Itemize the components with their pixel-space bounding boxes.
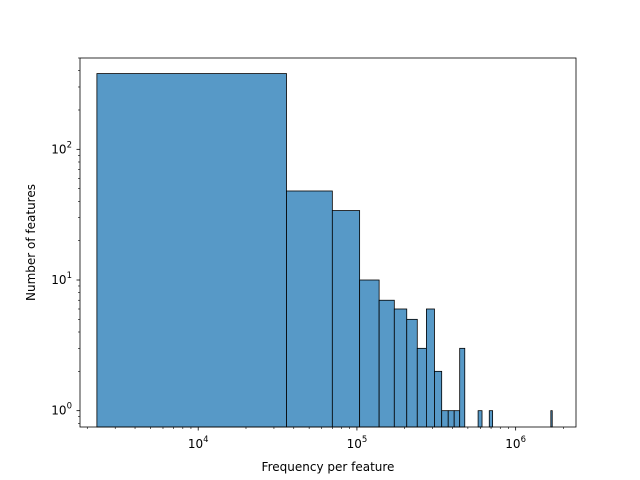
histogram-bar-5 bbox=[378, 299, 395, 428]
histogram-bar-17 bbox=[550, 410, 553, 428]
histogram-bar-6 bbox=[393, 308, 408, 428]
x-tick-label: 105 bbox=[347, 435, 368, 451]
histogram-bar-16 bbox=[488, 410, 494, 428]
histogram-bar-8 bbox=[416, 347, 427, 428]
histogram-bar-14 bbox=[459, 347, 466, 428]
x-axis-label: Frequency per feature bbox=[262, 460, 395, 474]
y-tick-label: 100 bbox=[51, 402, 72, 418]
y-tick-label: 102 bbox=[51, 140, 72, 156]
y-axis-ticks: 100 101 102 bbox=[51, 57, 80, 424]
histogram-bar-7 bbox=[406, 318, 418, 428]
x-axis-ticks: 104 105 106 bbox=[86, 427, 564, 451]
histogram-bar-4 bbox=[359, 279, 380, 428]
histogram-bar-1 bbox=[96, 73, 287, 428]
histogram-bar-13 bbox=[453, 410, 461, 428]
histogram-bar-3 bbox=[331, 210, 361, 428]
histogram-bar-11 bbox=[441, 410, 449, 428]
x-tick-label: 104 bbox=[188, 435, 209, 451]
histogram-bar-10 bbox=[434, 370, 443, 428]
x-tick-label: 106 bbox=[505, 435, 526, 451]
histogram-bar-9 bbox=[426, 308, 435, 428]
bars-group bbox=[96, 73, 553, 428]
histogram-bar-12 bbox=[447, 410, 455, 428]
histogram-bar-15 bbox=[477, 410, 483, 428]
histogram-bar-2 bbox=[286, 190, 333, 428]
plot-frame bbox=[79, 57, 577, 428]
y-axis-label: Number of features bbox=[24, 184, 38, 301]
y-tick-label: 101 bbox=[51, 271, 72, 287]
